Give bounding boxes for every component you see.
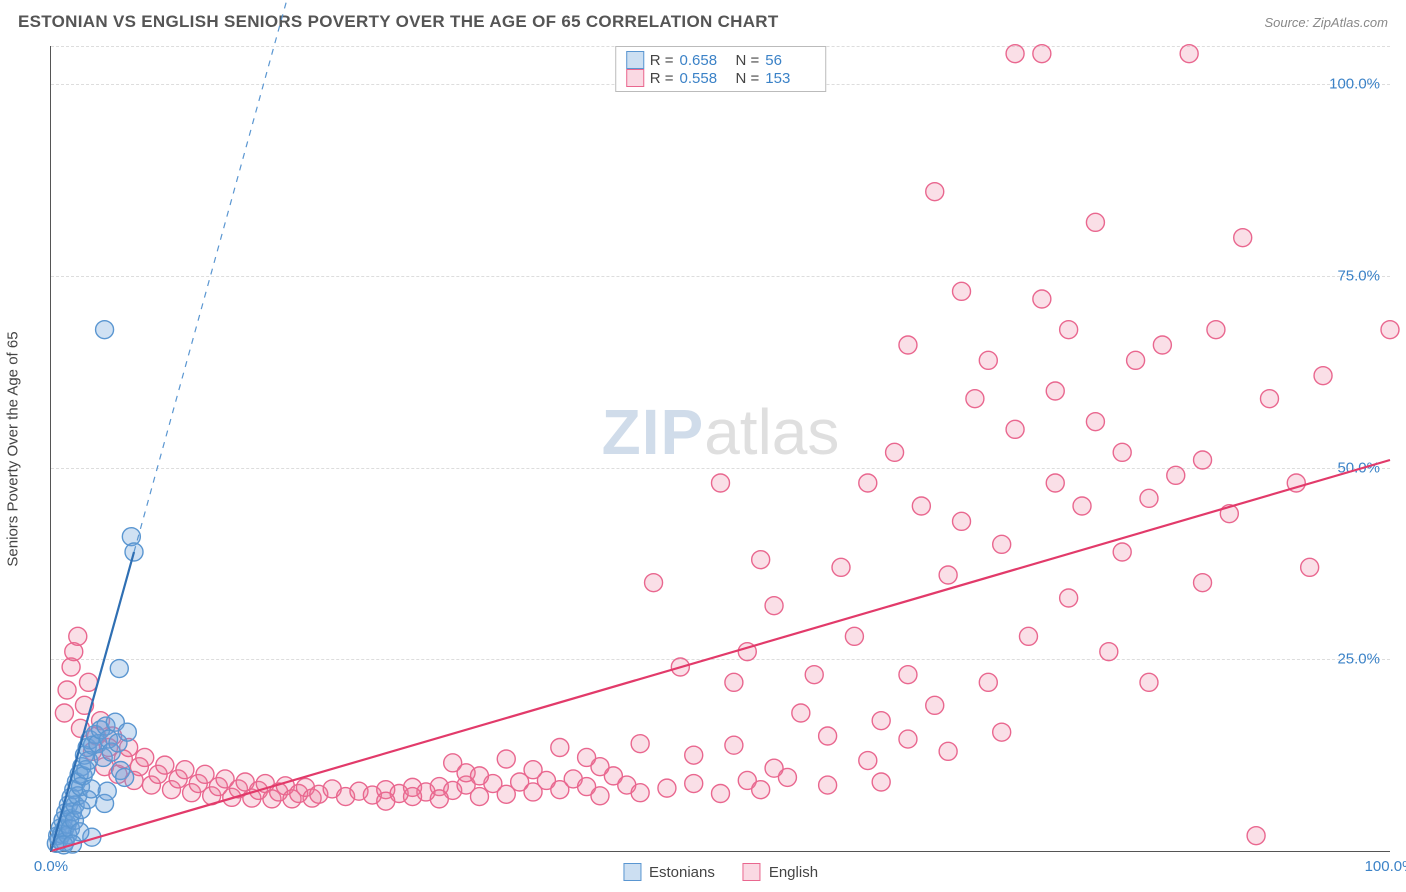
n-label: N = <box>736 70 760 87</box>
n-value-estonians: 56 <box>765 52 815 69</box>
x-tick-label: 100.0% <box>1365 858 1406 875</box>
stats-legend-box: R = 0.658 N = 56 R = 0.558 N = 153 <box>615 46 827 92</box>
chart-header: ESTONIAN VS ENGLISH SENIORS POVERTY OVER… <box>18 12 1388 32</box>
source-name: ZipAtlas.com <box>1313 15 1388 30</box>
source-prefix: Source: <box>1264 15 1312 30</box>
stats-row-english: R = 0.558 N = 153 <box>626 69 816 87</box>
swatch-pink-icon <box>626 69 644 87</box>
r-value-estonians: 0.658 <box>680 52 730 69</box>
n-value-english: 153 <box>765 70 815 87</box>
plot-area: Seniors Poverty Over the Age of 65 25.0%… <box>50 46 1390 852</box>
legend-label-estonians: Estonians <box>649 864 715 881</box>
legend-label-english: English <box>769 864 818 881</box>
stats-row-estonians: R = 0.658 N = 56 <box>626 51 816 69</box>
legend-item-english: English <box>743 863 818 881</box>
x-tick-label: 0.0% <box>34 858 68 875</box>
r-label: R = <box>650 70 674 87</box>
chart-title: ESTONIAN VS ENGLISH SENIORS POVERTY OVER… <box>18 12 779 32</box>
swatch-blue-icon <box>623 863 641 881</box>
plot-frame: Seniors Poverty Over the Age of 65 25.0%… <box>50 46 1390 852</box>
legend-bottom: Estonians English <box>623 863 818 881</box>
attribution: Source: ZipAtlas.com <box>1264 15 1388 30</box>
scatter-svg <box>51 46 1390 851</box>
y-axis-label: Seniors Poverty Over the Age of 65 <box>5 331 22 566</box>
legend-item-estonians: Estonians <box>623 863 715 881</box>
n-label: N = <box>736 52 760 69</box>
swatch-pink-icon <box>743 863 761 881</box>
swatch-blue-icon <box>626 51 644 69</box>
r-label: R = <box>650 52 674 69</box>
r-value-english: 0.558 <box>680 70 730 87</box>
